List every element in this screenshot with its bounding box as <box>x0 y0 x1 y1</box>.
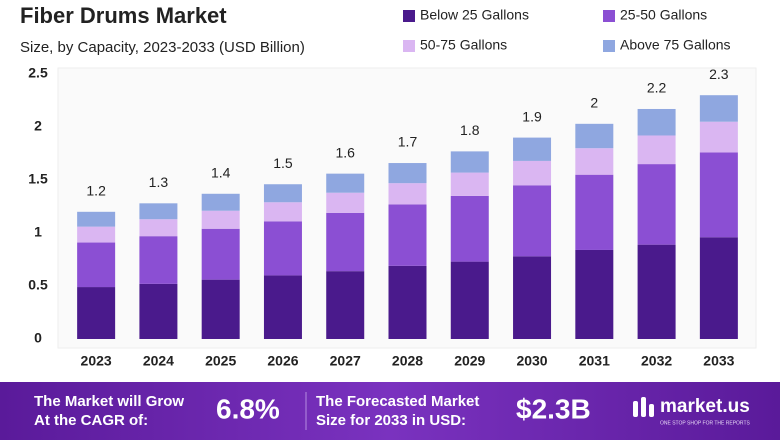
bar-segment <box>575 148 614 175</box>
bar-segment <box>699 237 738 339</box>
legend-label: Below 25 Gallons <box>420 7 529 23</box>
bar-segment <box>77 211 116 227</box>
bar-segment <box>699 152 738 238</box>
legend-swatch <box>603 10 615 22</box>
forecast-text: The Forecasted Market <box>316 393 479 410</box>
forecast-value: $2.3B <box>516 393 591 424</box>
total-label: 1.2 <box>86 183 106 199</box>
total-label: 1.7 <box>398 134 418 150</box>
bar-segment <box>513 137 552 161</box>
bar-segment <box>263 221 302 276</box>
legend-label: 50-75 Gallons <box>420 37 507 53</box>
bar-segment <box>450 195 489 262</box>
forecast-text: Size for 2033 in USD: <box>316 412 466 429</box>
bar-segment <box>575 249 614 339</box>
chart-title: Fiber Drums Market <box>20 3 227 28</box>
bar-segment <box>326 212 365 272</box>
bar-segment <box>450 261 489 339</box>
bar-segment <box>450 172 489 196</box>
brand-tagline: ONE STOP SHOP FOR THE REPORTS <box>660 420 751 426</box>
bar-segment <box>699 121 738 153</box>
legend-swatch <box>403 10 415 22</box>
bar-segment <box>513 160 552 186</box>
bar-segment <box>326 173 365 193</box>
x-tick-label: 2025 <box>205 353 236 369</box>
y-tick-label: 2.5 <box>28 65 48 81</box>
y-tick-label: 0.5 <box>28 277 48 293</box>
x-tick-label: 2023 <box>81 353 112 369</box>
cagr-text: The Market will Grow <box>34 393 184 410</box>
y-tick-label: 1 <box>34 224 42 240</box>
bar-segment <box>201 228 240 280</box>
total-label: 1.4 <box>211 164 231 180</box>
bar-segment <box>139 236 178 284</box>
bar-segment <box>139 219 178 237</box>
legend-label: 25-50 Gallons <box>620 7 707 23</box>
total-label: 1.6 <box>335 144 355 160</box>
bar-segment <box>513 256 552 339</box>
cagr-value: 6.8% <box>216 393 280 424</box>
bar-segment <box>513 185 552 257</box>
bar-segment <box>637 164 676 245</box>
bar-segment <box>575 174 614 250</box>
bar-segment <box>388 204 427 266</box>
bar-segment <box>201 210 240 229</box>
bar-segment <box>575 123 614 149</box>
total-label: 1.8 <box>460 122 480 138</box>
bar-segment <box>699 95 738 122</box>
bar-segment <box>450 151 489 173</box>
bar-segment <box>637 135 676 165</box>
x-tick-label: 2033 <box>703 353 734 369</box>
bar-segment <box>263 275 302 339</box>
brand-name: market.us <box>660 396 750 417</box>
x-tick-label: 2032 <box>641 353 672 369</box>
bar-segment <box>388 163 427 184</box>
total-label: 1.9 <box>522 108 542 124</box>
bar-segment <box>77 242 116 288</box>
x-tick-label: 2030 <box>516 353 547 369</box>
legend-label: Above 75 Gallons <box>620 37 731 53</box>
bar-segment <box>388 183 427 205</box>
total-label: 2.3 <box>709 66 729 82</box>
bar-segment <box>637 108 676 136</box>
x-tick-label: 2026 <box>267 353 298 369</box>
bar-segment <box>637 244 676 339</box>
bar-segment <box>77 287 116 339</box>
bar-segment <box>201 193 240 211</box>
bar-segment <box>139 203 178 220</box>
x-tick-label: 2027 <box>330 353 361 369</box>
legend: Below 25 Gallons 25-50 Gallons 50-75 Gallo… <box>403 7 731 53</box>
x-tick-label: 2029 <box>454 353 485 369</box>
total-label: 1.5 <box>273 155 293 171</box>
bar-segment <box>326 192 365 213</box>
bar-segment <box>326 271 365 339</box>
bar-segment <box>263 202 302 222</box>
plot: 0 0.5 1 1.5 2 2.5 2023 1.2 2024 1.3 2025 1.4 2026 1.5… <box>28 65 738 369</box>
total-label: 2.2 <box>647 80 667 96</box>
bar-segment <box>201 279 240 339</box>
bar-segment <box>388 265 427 339</box>
x-tick-label: 2028 <box>392 353 423 369</box>
bar-segment <box>263 184 302 203</box>
brand-logo <box>633 397 654 417</box>
chart-subtitle: Size, by Capacity, 2023-2033 (USD Billio… <box>20 39 305 56</box>
bar-segment <box>139 283 178 339</box>
y-tick-label: 1.5 <box>28 171 48 187</box>
total-label: 1.3 <box>149 174 169 190</box>
cagr-text: At the CAGR of: <box>34 412 148 429</box>
y-tick-label: 0 <box>34 330 42 346</box>
bar-segment <box>77 226 116 243</box>
x-tick-label: 2024 <box>143 353 174 369</box>
legend-swatch <box>403 40 415 52</box>
legend-swatch <box>603 40 615 52</box>
total-label: 2 <box>590 95 598 111</box>
x-tick-label: 2031 <box>579 353 610 369</box>
y-tick-label: 2 <box>34 118 42 134</box>
